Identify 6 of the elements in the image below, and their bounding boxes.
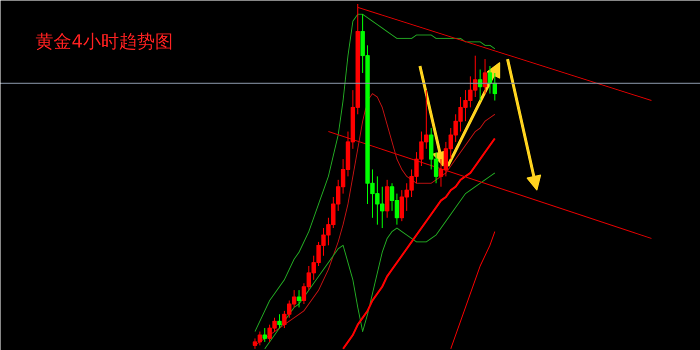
candlestick: [296, 290, 302, 308]
candlestick: [277, 314, 282, 329]
candlestick: [262, 328, 267, 342]
candlestick: [488, 66, 492, 94]
text: 黄金4小时趋势图: [36, 32, 173, 52]
candlestick: [492, 72, 498, 101]
